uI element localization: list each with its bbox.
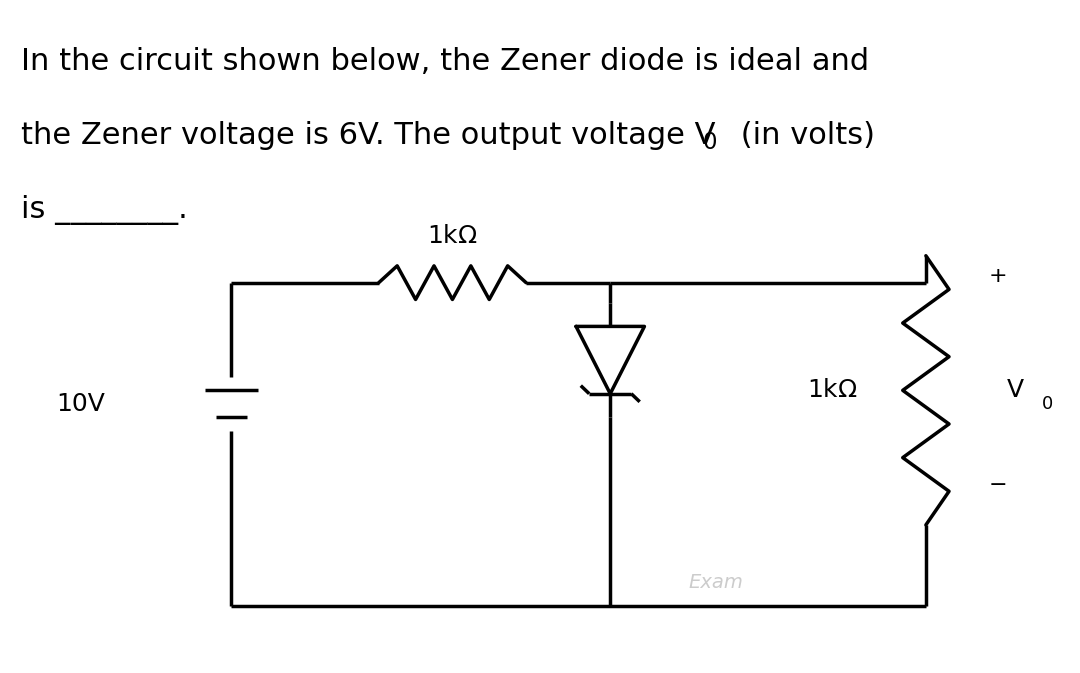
Text: the Zener voltage is 6V. The output voltage V: the Zener voltage is 6V. The output volt…: [21, 121, 716, 150]
Text: 0: 0: [1041, 395, 1053, 413]
Text: (in volts): (in volts): [731, 121, 875, 150]
Text: V: V: [1007, 378, 1024, 402]
Text: 0: 0: [703, 131, 717, 154]
Text: In the circuit shown below, the Zener diode is ideal and: In the circuit shown below, the Zener di…: [21, 47, 869, 76]
Text: Exam: Exam: [688, 573, 743, 592]
Text: −: −: [989, 474, 1008, 495]
Text: 1k$\Omega$: 1k$\Omega$: [427, 223, 477, 248]
Text: +: +: [989, 266, 1008, 286]
Text: 10V: 10V: [56, 392, 105, 416]
Text: is ________.: is ________.: [21, 195, 188, 225]
Text: 1k$\Omega$: 1k$\Omega$: [807, 378, 858, 402]
